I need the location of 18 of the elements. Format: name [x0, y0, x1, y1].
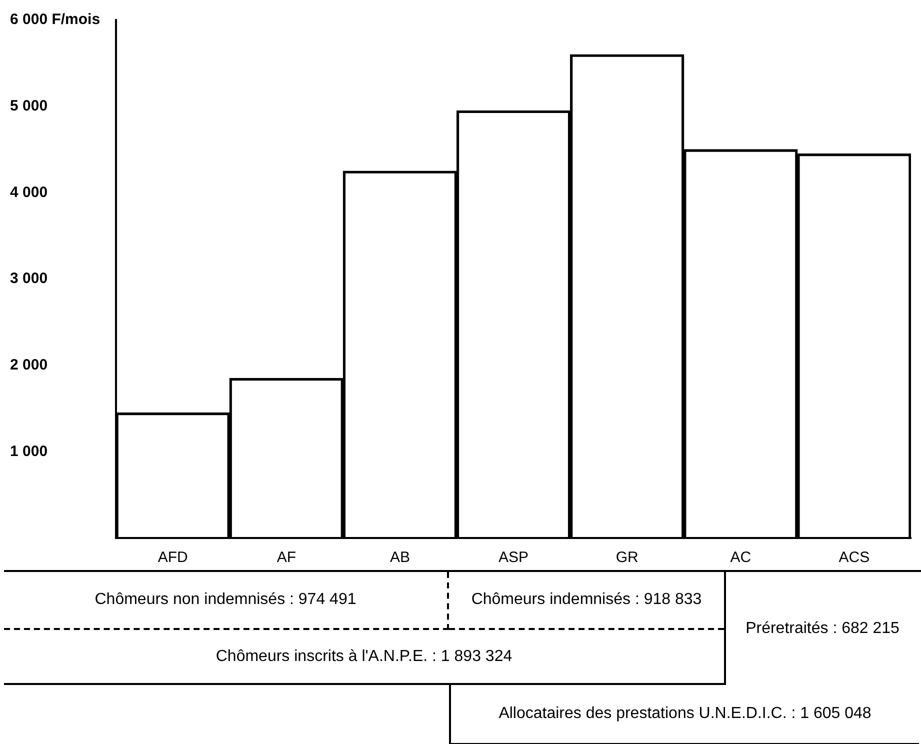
text: Allocataires des prestations U.N.E.D.I.C. : 1 605 048: [449, 685, 919, 744]
y-tick-label: 3 000: [10, 270, 48, 288]
text: Chômeurs indemnisés : 918 833: [449, 572, 724, 630]
text: Chômeurs non indemnisés : 974 491: [4, 572, 449, 630]
x-tick-label: AFD: [158, 549, 188, 566]
text: Préretraités : 682 215: [724, 572, 919, 685]
y-tick-label: 1 000: [10, 442, 48, 460]
text: Chômeurs inscrits à l'A.N.P.E. : 1 893 324: [4, 630, 724, 685]
x-tick-label: GR: [616, 549, 639, 566]
y-tick-label: 2 000: [10, 356, 48, 374]
x-tick-label: ASP: [498, 549, 529, 566]
x-tick-label: ACS: [838, 549, 870, 566]
y-tick-label: 4 000: [10, 184, 48, 201]
x-tick-label: AC: [730, 549, 752, 566]
x-tick-label: AB: [390, 549, 410, 566]
y-tick-label: 5 000: [10, 97, 48, 114]
x-tick-label: AF: [276, 549, 296, 566]
y-tick-label: 6 000 F/mois: [10, 11, 100, 28]
